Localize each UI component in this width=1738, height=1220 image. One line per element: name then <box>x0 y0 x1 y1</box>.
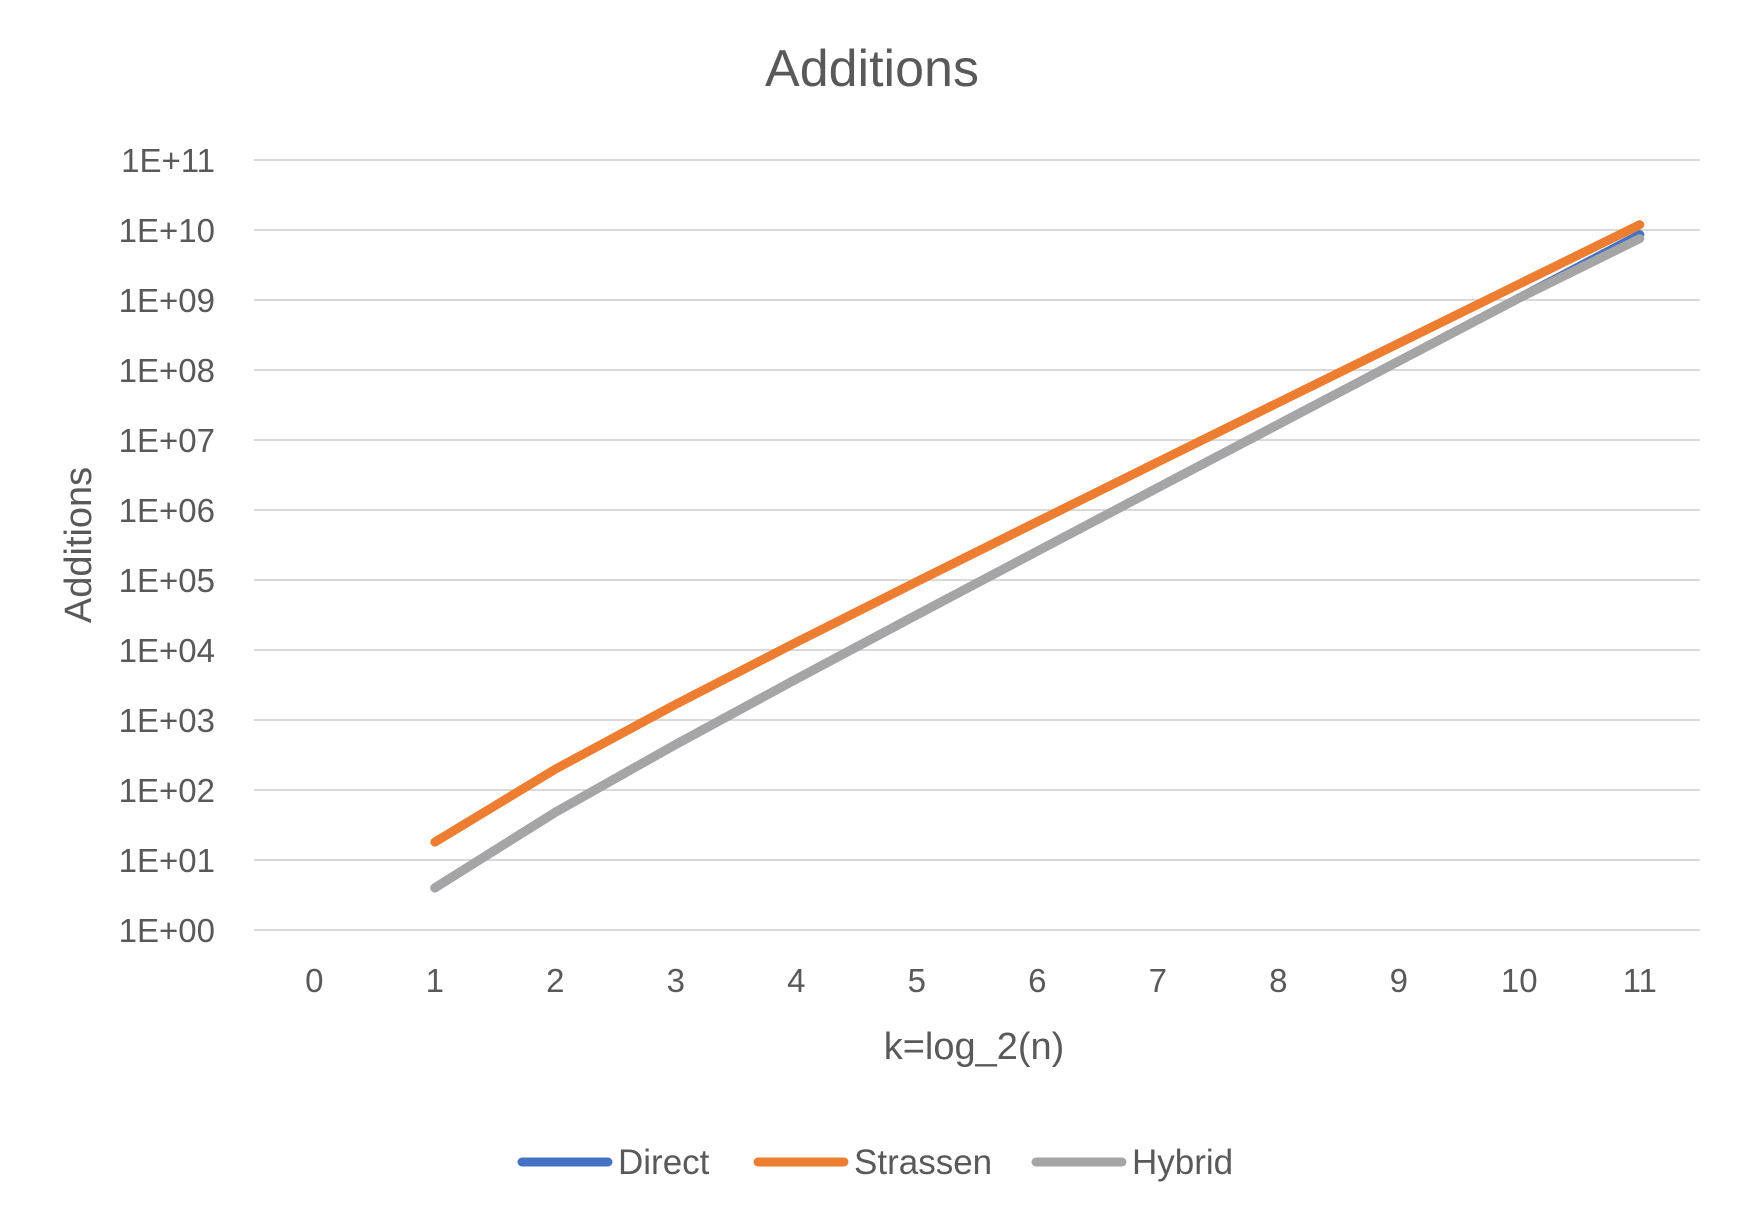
x-axis-ticks: 0 1 2 3 4 5 6 7 8 9 10 11 <box>305 962 1657 999</box>
x-axis-title: k=log_2(n) <box>884 1026 1065 1068</box>
x-tick-label: 11 <box>1623 962 1657 999</box>
x-tick-label: 10 <box>1501 962 1538 999</box>
gridlines <box>254 159 1700 931</box>
x-tick-label: 2 <box>546 962 564 999</box>
y-tick-label: 1E+08 <box>119 352 215 389</box>
x-tick-label: 9 <box>1390 962 1408 999</box>
x-tick-label: 3 <box>667 962 685 999</box>
y-axis-ticks: 1E+00 1E+01 1E+02 1E+03 1E+04 1E+05 1E+06 1E+07… <box>119 142 215 949</box>
y-tick-label: 1E+10 <box>119 212 215 249</box>
legend-item-strassen[interactable]: Strassen <box>753 1143 992 1182</box>
y-tick-label: 1E+00 <box>119 912 215 949</box>
series-line-hybrid <box>430 234 1645 893</box>
x-tick-label: 0 <box>305 962 323 999</box>
y-tick-label: 1E+06 <box>119 492 215 529</box>
legend[interactable]: Direct Strassen Hybrid <box>517 1143 1233 1182</box>
legend-label: Strassen <box>854 1143 992 1182</box>
chart-title: Additions <box>765 40 979 98</box>
y-tick-label: 1E+04 <box>119 632 215 669</box>
y-tick-label: 1E+05 <box>119 562 215 599</box>
x-tick-label: 7 <box>1149 962 1167 999</box>
legend-item-hybrid[interactable]: Hybrid <box>1031 1143 1233 1182</box>
x-tick-label: 4 <box>787 962 805 999</box>
legend-label: Direct <box>618 1143 710 1182</box>
x-tick-label: 5 <box>908 962 926 999</box>
legend-item-direct[interactable]: Direct <box>517 1143 710 1182</box>
y-tick-label: 1E+07 <box>119 422 215 459</box>
series-lines <box>430 220 1645 893</box>
y-tick-label: 1E+02 <box>119 772 215 809</box>
y-tick-label: 1E+11 <box>121 142 215 179</box>
y-tick-label: 1E+03 <box>119 702 215 739</box>
x-tick-label: 6 <box>1028 962 1046 999</box>
y-tick-label: 1E+09 <box>119 282 215 319</box>
y-axis-title: Additions <box>58 467 100 623</box>
x-tick-label: 8 <box>1269 962 1287 999</box>
y-tick-label: 1E+01 <box>119 842 215 879</box>
series-line-strassen <box>430 220 1645 847</box>
legend-label: Hybrid <box>1132 1143 1233 1182</box>
x-tick-label: 1 <box>426 962 444 999</box>
